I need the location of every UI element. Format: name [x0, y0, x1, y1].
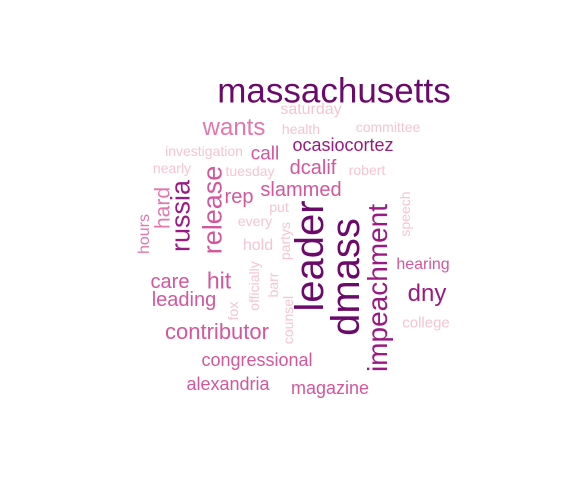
- word-barr: barr: [265, 272, 281, 298]
- word-hours: hours: [136, 213, 153, 255]
- word-college: college: [402, 314, 450, 332]
- word-dcalif: dcalif: [289, 157, 337, 179]
- word-rep: rep: [224, 186, 254, 208]
- word-hard: hard: [151, 186, 175, 230]
- word-every: every: [237, 213, 273, 229]
- word-dmass: dmass: [324, 218, 368, 336]
- word-nearly: nearly: [152, 160, 192, 176]
- word-alexandria: alexandria: [186, 374, 270, 394]
- word-committee: committee: [355, 119, 421, 135]
- word-health: health: [281, 121, 321, 137]
- word-hit: hit: [206, 267, 232, 294]
- word-hearing: hearing: [396, 256, 450, 273]
- word-wants: wants: [202, 114, 266, 141]
- word-saturday: saturday: [280, 101, 342, 118]
- word-congressional: congressional: [201, 350, 313, 370]
- word-impeachment: impeachment: [362, 203, 393, 373]
- word-put: put: [269, 199, 289, 215]
- word-slammed: slammed: [260, 179, 342, 201]
- word-robert: robert: [348, 162, 386, 178]
- word-leading: leading: [151, 289, 217, 311]
- word-dny: dny: [407, 280, 447, 307]
- word-release: release: [197, 165, 228, 255]
- word-speech: speech: [397, 191, 413, 237]
- word-call: call: [250, 143, 280, 165]
- word-officially: officially: [246, 261, 262, 311]
- word-magazine: magazine: [290, 378, 370, 398]
- word-investigation: investigation: [165, 143, 243, 159]
- word-massachusetts: massachusetts: [217, 71, 451, 111]
- word-tuesday: tuesday: [225, 163, 275, 179]
- word-fox: fox: [225, 301, 241, 321]
- word-hold: hold: [242, 237, 274, 254]
- word-counsel: counsel: [280, 295, 296, 345]
- word-care: care: [150, 271, 190, 293]
- word-ocasiocortez: ocasiocortez: [292, 135, 394, 155]
- word-contributor: contributor: [165, 319, 269, 344]
